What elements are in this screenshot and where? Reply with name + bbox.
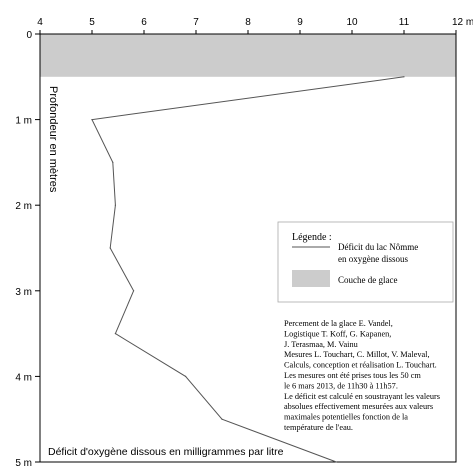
deficit-series-points xyxy=(91,76,405,463)
legend-ice-swatch xyxy=(292,270,330,287)
y-axis-label: Profondeur en mètres xyxy=(47,86,59,193)
y-tick-label: 5 m xyxy=(15,458,32,469)
legend: Légende : Déficit du lac Nômme en oxygèn… xyxy=(277,221,454,303)
ice-layer-band xyxy=(40,34,456,77)
x-tick-label: 4 xyxy=(37,17,43,28)
credits-line: absolues effectivement mesurées aux vale… xyxy=(284,402,433,411)
credits-line: le 6 mars 2013, de 11h30 à 11h57. xyxy=(284,381,398,390)
credits-line: maximales potentielles fonction de la xyxy=(284,413,408,422)
legend-ice-label: Couche de glace xyxy=(338,275,397,285)
x-axis: 4 5 6 7 8 9 10 11 12 mg/l xyxy=(37,17,473,34)
credits-line: Percement de la glace E. Vandel, xyxy=(284,319,393,328)
deficit-series-line xyxy=(91,76,405,463)
legend-line-label-2: en oxygène dissous xyxy=(338,254,408,264)
deficit-data-point xyxy=(91,119,93,121)
x-axis-label: Déficit d'oxygène dissous en milligramme… xyxy=(48,446,284,458)
deficit-data-point xyxy=(335,461,337,463)
legend-box xyxy=(277,221,454,303)
legend-line-label-1: Déficit du lac Nômme xyxy=(338,242,418,252)
x-tick-label: 9 xyxy=(297,17,303,28)
deficit-data-point xyxy=(403,76,405,78)
x-tick-label: 10 xyxy=(346,17,358,28)
x-tick-label: 11 xyxy=(399,17,410,28)
credits-line: Le déficit est calculé en soustrayant le… xyxy=(284,392,440,401)
y-tick-label: 1 m xyxy=(15,116,32,127)
credits-line: Mesures L. Touchart, C. Millot, V. Malev… xyxy=(284,350,430,359)
legend-title: Légende : xyxy=(292,232,332,243)
x-tick-label: 7 xyxy=(193,17,199,28)
credits-line: Les mesures ont été prises tous les 50 c… xyxy=(284,371,421,380)
credits-line: température de l'eau. xyxy=(284,423,353,432)
x-tick-label: 12 mg/l xyxy=(452,17,473,28)
credits-line: Calculs, conception et réalisation L. To… xyxy=(284,361,437,370)
ice-layer xyxy=(40,34,456,77)
deficit-data-point xyxy=(185,375,187,377)
credits-line: J. Terasmaa, M. Vainu xyxy=(284,340,358,349)
deficit-data-point xyxy=(109,247,111,249)
y-tick-label: 4 m xyxy=(15,372,32,383)
deficit-data-point xyxy=(221,418,223,420)
y-axis: 0 1 m 2 m 3 m 4 m 5 m xyxy=(15,30,40,469)
y-tick-label: 0 xyxy=(26,30,32,41)
deficit-data-point xyxy=(114,204,116,206)
x-tick-label: 6 xyxy=(141,17,147,28)
x-tick-label: 8 xyxy=(245,17,251,28)
y-tick-label: 3 m xyxy=(15,287,32,298)
x-tick-label: 5 xyxy=(89,17,95,28)
deficit-data-point xyxy=(133,290,135,292)
credits-notes: Percement de la glace E. Vandel,Logistiq… xyxy=(284,319,440,432)
y-tick-label: 2 m xyxy=(15,201,32,212)
deficit-data-point xyxy=(112,161,114,163)
credits-line: Logistique T. Koff, G. Kapanen, xyxy=(284,329,391,338)
deficit-data-point xyxy=(114,333,116,335)
